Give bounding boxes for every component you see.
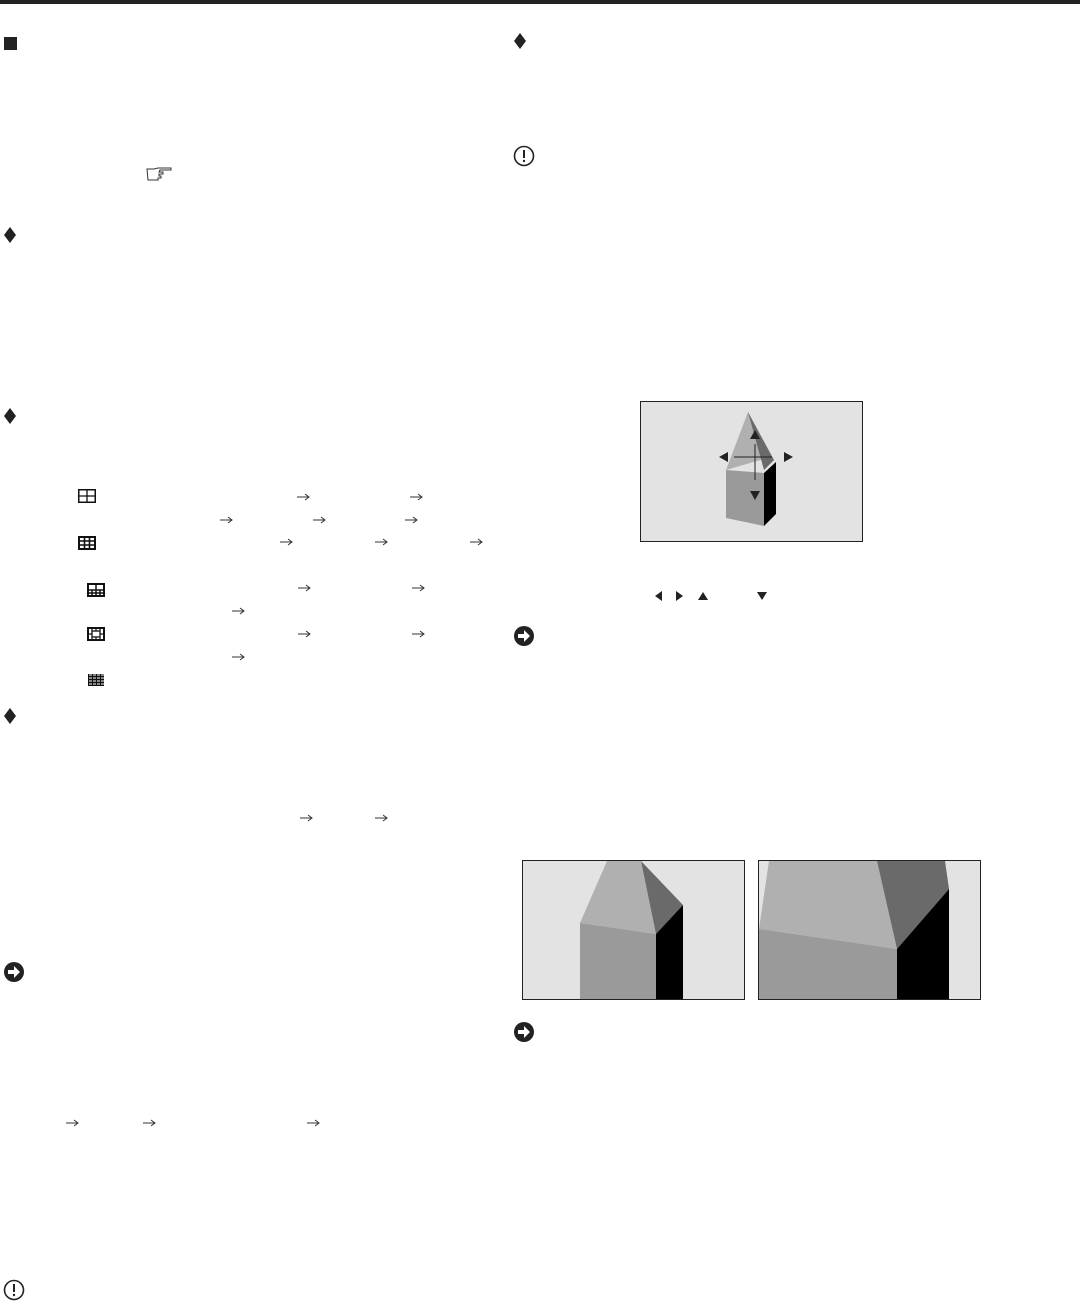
right-arrow-icon bbox=[232, 607, 245, 615]
right-arrow-icon bbox=[300, 814, 313, 822]
quad-split-icon bbox=[78, 489, 96, 503]
prism-front-face bbox=[726, 470, 764, 526]
figure-zoom-before bbox=[522, 860, 745, 1000]
right-triangle-icon bbox=[676, 591, 683, 601]
filled-square-icon bbox=[4, 37, 17, 50]
arrow-circle-icon bbox=[514, 1022, 534, 1042]
split-frame-icon bbox=[87, 627, 105, 641]
diamond-icon bbox=[4, 408, 16, 424]
right-arrow-icon bbox=[313, 516, 326, 524]
arrow-circle-icon bbox=[514, 626, 534, 646]
right-arrow-icon bbox=[143, 1119, 156, 1127]
right-arrow-icon bbox=[412, 584, 425, 592]
exclamation-circle-icon bbox=[513, 145, 535, 167]
left-triangle-icon bbox=[655, 591, 662, 601]
left-triangle-icon bbox=[719, 452, 728, 462]
diamond-icon bbox=[4, 708, 16, 724]
right-arrow-icon bbox=[405, 516, 418, 524]
right-arrow-icon bbox=[410, 493, 423, 501]
right-arrow-icon bbox=[220, 516, 233, 524]
arrow-circle-icon bbox=[4, 962, 24, 982]
figure-position-adjust bbox=[640, 401, 863, 542]
right-triangle-icon bbox=[784, 452, 793, 462]
right-arrow-icon bbox=[232, 653, 245, 661]
exclamation-circle-icon bbox=[3, 1279, 25, 1301]
right-arrow-icon bbox=[375, 814, 388, 822]
right-arrow-icon bbox=[297, 493, 310, 501]
right-arrow-icon bbox=[280, 538, 293, 546]
down-triangle-icon bbox=[757, 592, 767, 600]
header-rule bbox=[0, 0, 1080, 4]
pyramid-dark-face bbox=[748, 412, 774, 470]
right-arrow-icon bbox=[66, 1119, 79, 1127]
right-arrow-icon bbox=[412, 630, 425, 638]
up-triangle-icon bbox=[698, 592, 708, 600]
diamond-icon bbox=[4, 227, 16, 243]
right-arrow-icon bbox=[307, 1119, 320, 1127]
prism-shadow-face bbox=[764, 462, 776, 526]
diamond-icon bbox=[514, 33, 526, 49]
right-arrow-icon bbox=[298, 584, 311, 592]
up-triangle-icon bbox=[750, 430, 760, 439]
figure-zoom-after bbox=[758, 860, 981, 1000]
sixteen-split-icon bbox=[88, 674, 104, 686]
right-arrow-icon bbox=[375, 538, 388, 546]
split-3plus6-icon bbox=[87, 583, 105, 597]
down-triangle-icon bbox=[750, 491, 760, 500]
right-arrow-icon bbox=[298, 630, 311, 638]
right-arrow-icon bbox=[470, 538, 483, 546]
pointing-hand-icon bbox=[146, 167, 172, 181]
nine-split-icon bbox=[78, 536, 96, 550]
